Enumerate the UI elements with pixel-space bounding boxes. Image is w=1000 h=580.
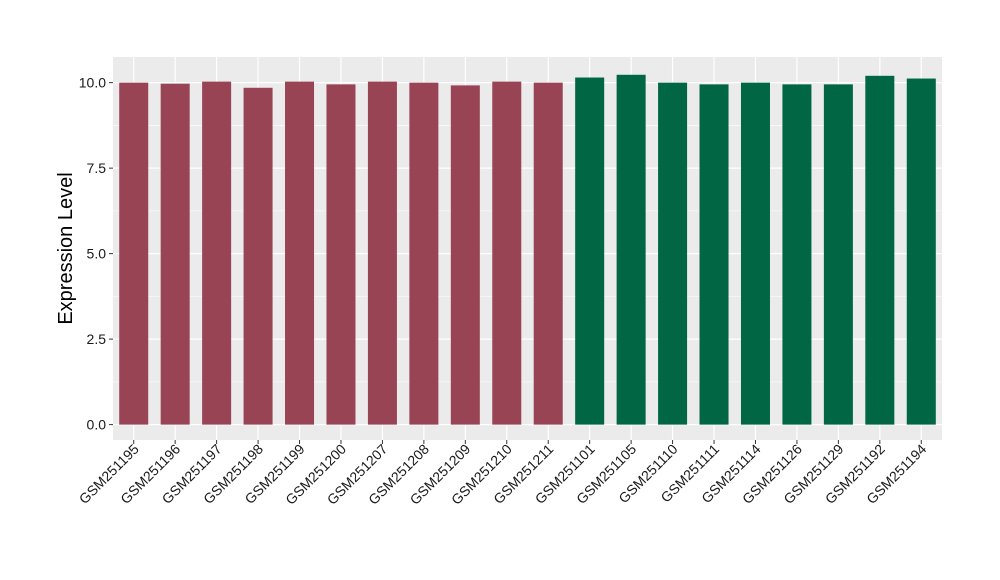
y-axis-title: Expression Level (55, 172, 77, 324)
bar (699, 84, 729, 425)
bar (782, 84, 812, 425)
bar (243, 87, 273, 425)
bar (285, 81, 315, 425)
bars (119, 74, 936, 425)
bar (326, 84, 356, 425)
bar (202, 81, 232, 425)
y-tick-label: 5.0 (87, 246, 107, 262)
y-tick-label: 7.5 (87, 160, 107, 176)
x-axis: GSM251195GSM251196GSM251197GSM251198GSM2… (76, 440, 930, 508)
bar (865, 75, 895, 425)
bar (823, 84, 853, 425)
bar (533, 82, 563, 425)
y-tick-label: 0.0 (87, 417, 107, 433)
y-axis: 0.0 2.5 5.0 7.5 10.0 (79, 75, 113, 433)
bar (450, 85, 480, 425)
bar (492, 81, 522, 425)
bar (409, 82, 439, 425)
bar (119, 82, 149, 425)
bar (575, 77, 605, 425)
bar (906, 78, 936, 425)
bar (740, 82, 770, 425)
bar (616, 74, 646, 425)
bar (367, 81, 397, 425)
bar (658, 82, 688, 425)
y-tick-label: 2.5 (87, 331, 107, 347)
plot-panel (113, 57, 942, 440)
bar (160, 83, 190, 425)
y-tick-label: 10.0 (79, 75, 106, 91)
